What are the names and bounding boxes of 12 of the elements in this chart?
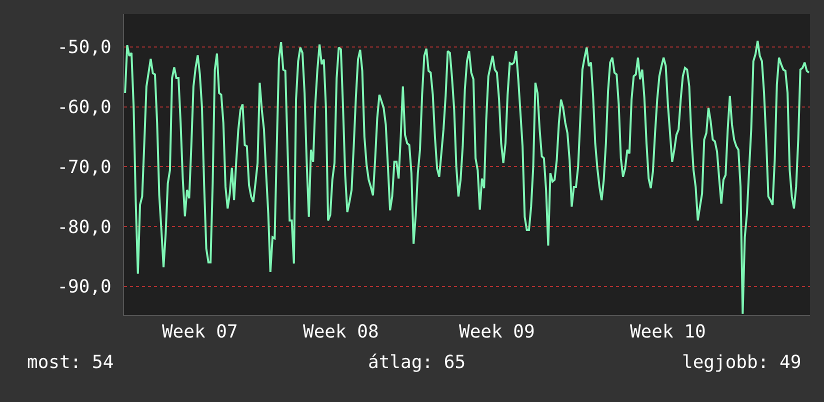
text: most: 54 <box>27 352 114 373</box>
y-tick-label: -60,0 <box>57 97 112 118</box>
y-tick-label: -90,0 <box>57 276 112 298</box>
text: átlag: 65 <box>368 352 466 373</box>
x-tick-label: Week 09 <box>458 322 535 343</box>
y-tick-label: -80,0 <box>57 216 112 238</box>
y-tick-label: -50,0 <box>57 37 112 58</box>
x-tick-label: Week 10 <box>630 322 706 343</box>
x-tick-label: Week 08 <box>302 322 379 343</box>
y-tick-label: -70,0 <box>57 156 112 178</box>
text: legjobb: 49 <box>682 352 802 373</box>
x-tick-label: Week 07 <box>162 322 238 343</box>
